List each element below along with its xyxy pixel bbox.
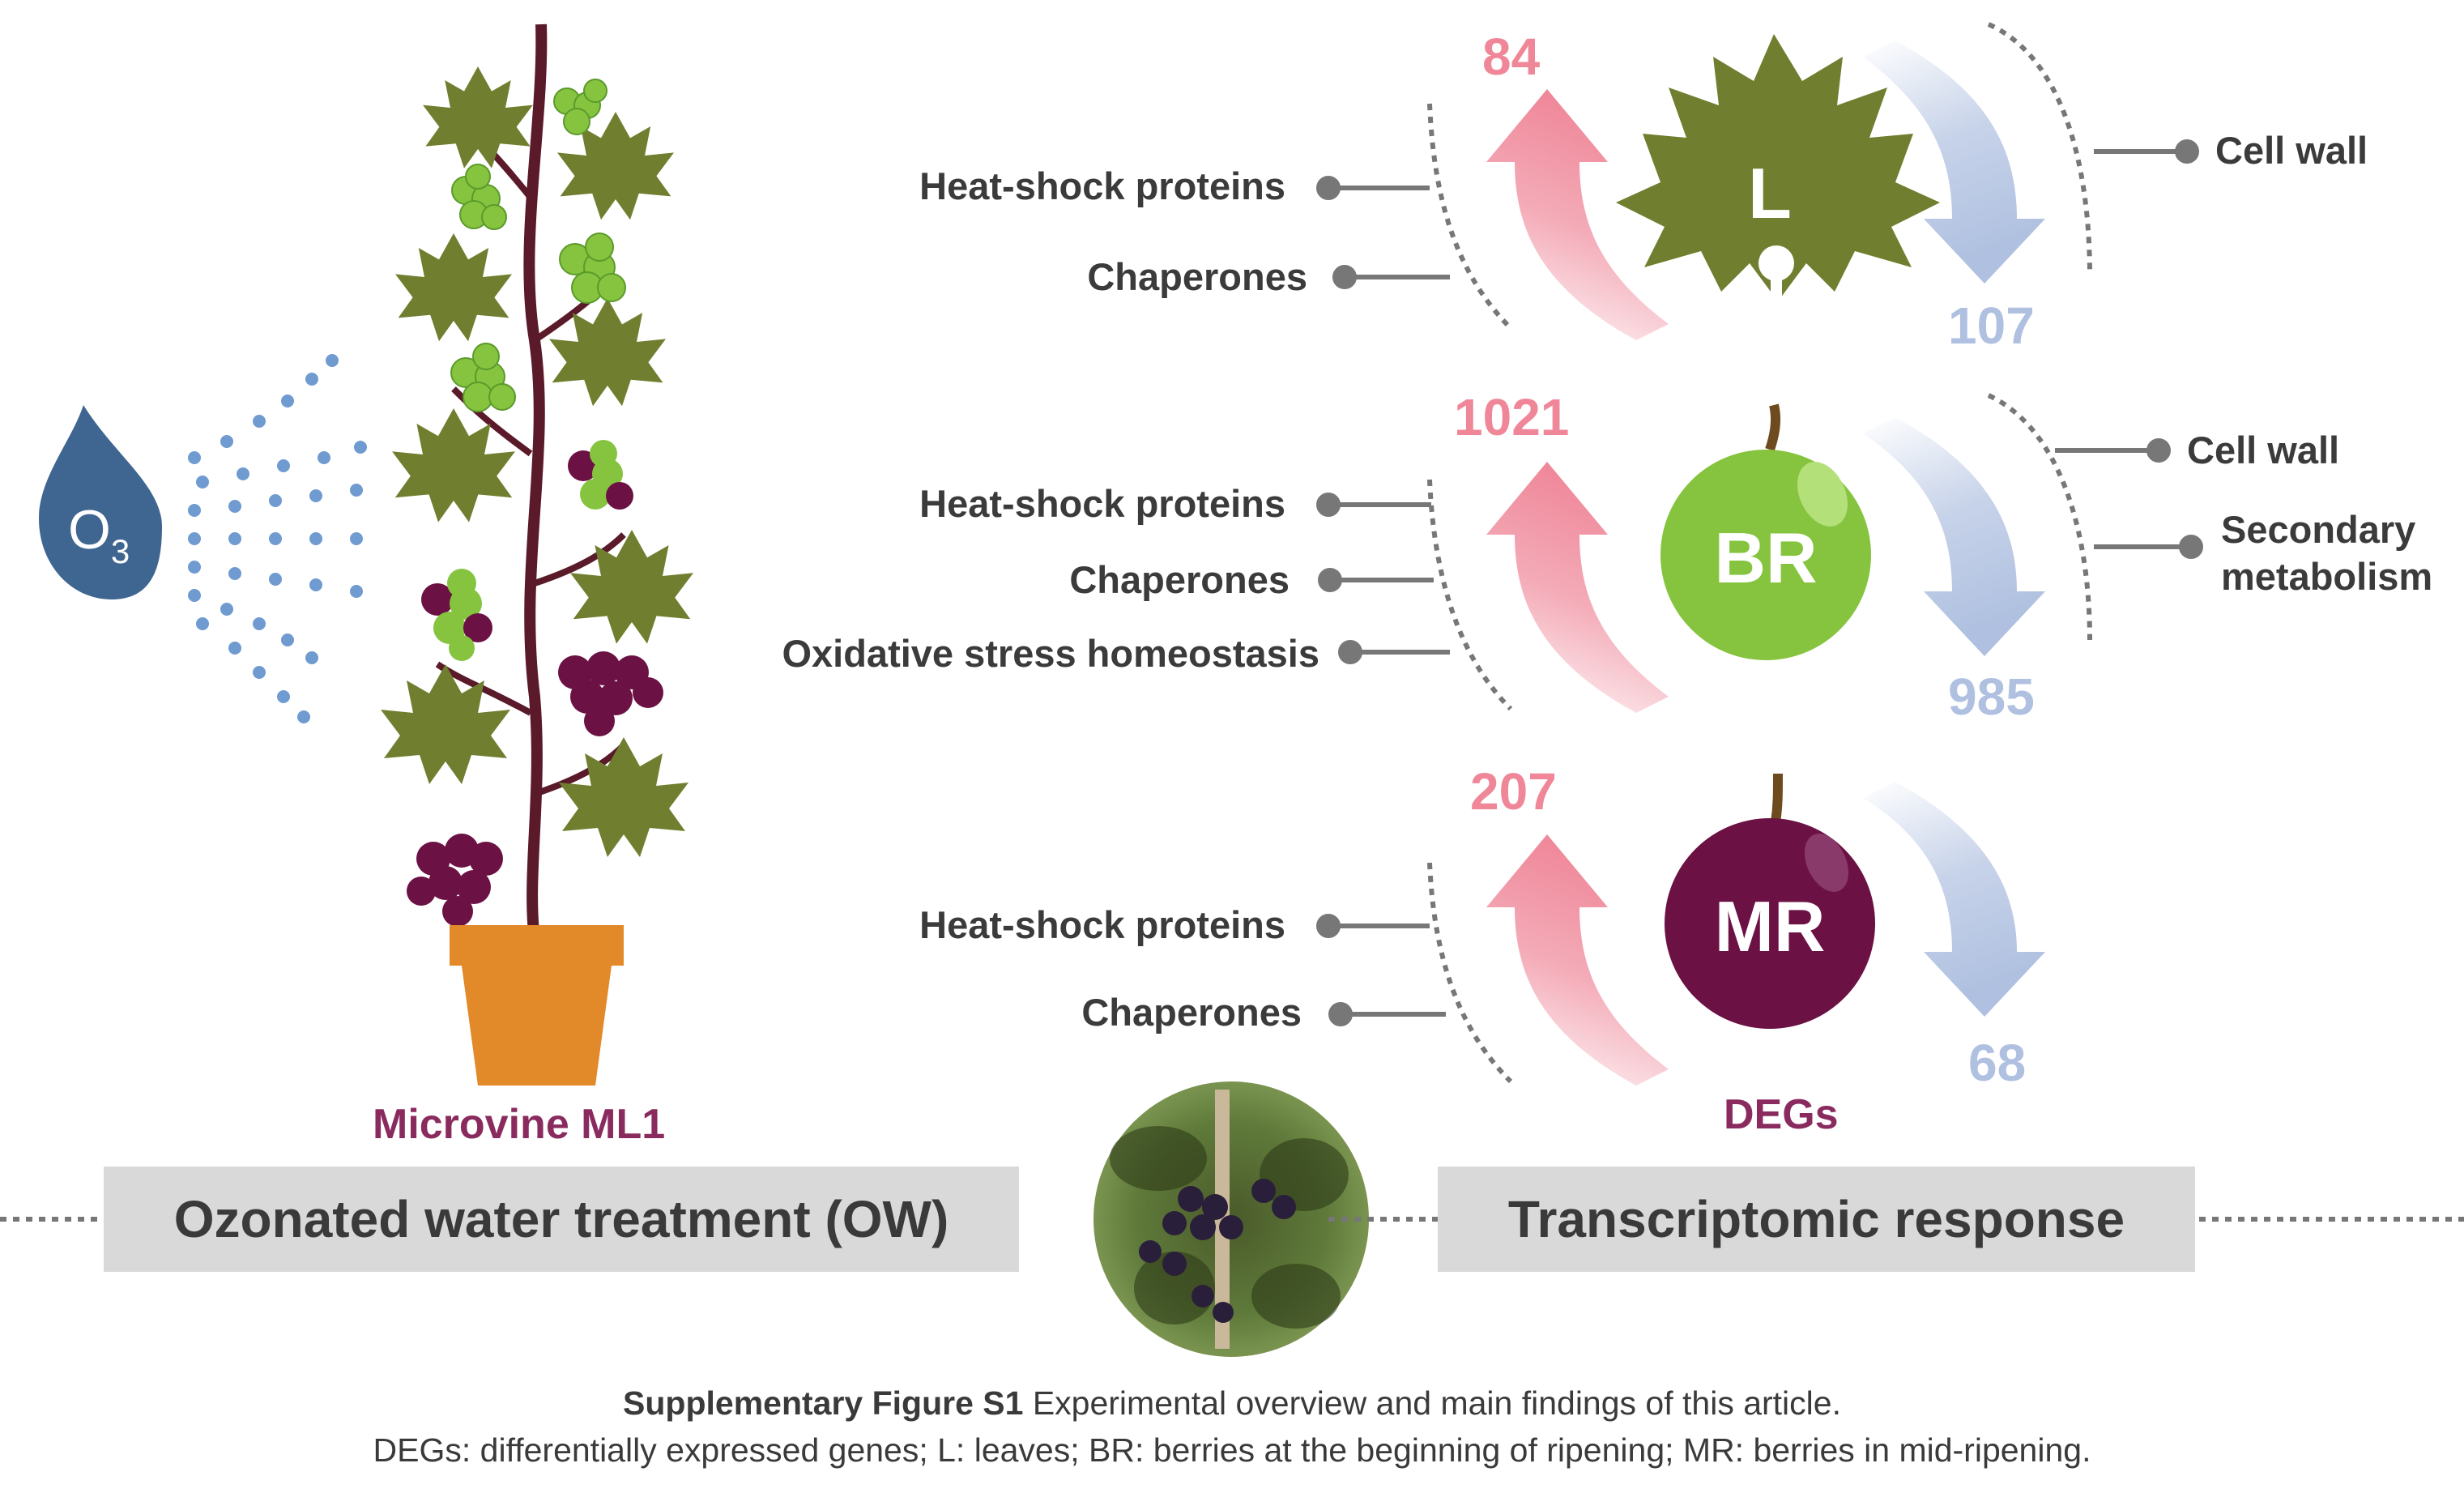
plant-label: Microvine ML1: [373, 1101, 666, 1148]
down-category-BR-1: Cell wall: [2187, 429, 2340, 471]
down-count-BR: 985: [1948, 668, 2035, 726]
bracket-down-L: [1987, 22, 2092, 276]
ozone-subscript: 3: [110, 532, 130, 570]
down-category-L-1: Cell wall: [2215, 129, 2368, 172]
down-arrow-BR: [1863, 417, 2045, 656]
ozone-label: O3: [68, 498, 130, 570]
down-count-MR: 68: [1968, 1034, 2027, 1092]
green-berry-icon: [1660, 403, 1871, 660]
bracket-up-MR: [1427, 862, 1513, 1084]
up-category-BR-1: Heat-shock proteins: [919, 482, 1285, 525]
up-category-BR-3: Oxidative stress homeostasis: [782, 632, 1319, 675]
leaf-icon: [1616, 34, 1940, 304]
caption-line-2: DEGs: differentially expressed genes; L:…: [373, 1431, 2091, 1469]
banner-response-text: Transcriptomic response: [1507, 1190, 2125, 1248]
down-category-BR-2: Secondary metabolism: [2221, 508, 2433, 598]
microvine-plant: [381, 23, 693, 1086]
up-category-L-2: Chaperones: [1087, 255, 1307, 298]
bracket-down-BR: [1987, 393, 2092, 641]
down-arrow-L: [1863, 41, 2045, 284]
up-category-MR-2: Chaperones: [1081, 991, 1302, 1034]
up-arrow-BR: [1486, 462, 1669, 713]
up-count-MR: 207: [1470, 762, 1557, 821]
banner-treatment: Ozonated water treatment (OW): [104, 1167, 1019, 1272]
up-category-MR-1: Heat-shock proteins: [919, 903, 1285, 946]
purple-berry-icon: [1665, 773, 1875, 1029]
up-arrow-MR: [1486, 834, 1669, 1086]
up-count-BR: 1021: [1454, 388, 1570, 446]
ozone-drop-icon: [39, 405, 162, 599]
organ-code-MR: MR: [1714, 886, 1826, 966]
degs-label: DEGs: [1724, 1091, 1839, 1138]
banner-treatment-text: Ozonated water treatment (OW): [173, 1190, 949, 1248]
organ-code-L: L: [1748, 153, 1792, 233]
up-category-L-1: Heat-shock proteins: [919, 164, 1285, 207]
bracket-up-L: [1427, 103, 1513, 331]
down-arrow-MR: [1863, 782, 2045, 1017]
up-arrow-L: [1486, 89, 1669, 340]
banner-response: Transcriptomic response: [1438, 1167, 2195, 1272]
caption-title-rest: Experimental overview and main findings …: [1023, 1384, 1841, 1422]
caption-title: Supplementary Figure S1: [623, 1384, 1024, 1422]
bracket-up-BR: [1427, 479, 1513, 711]
ozone-symbol: O: [68, 499, 111, 561]
water-spray-icon: [188, 354, 367, 723]
organ-code-BR: BR: [1714, 518, 1818, 598]
caption-line-1: Supplementary Figure S1 Experimental ove…: [0, 1387, 2464, 1420]
up-count-L: 84: [1482, 28, 1541, 86]
microvine-photo: [1093, 1081, 1369, 1357]
up-category-BR-2: Chaperones: [1069, 558, 1290, 601]
down-count-L: 107: [1948, 296, 2035, 355]
